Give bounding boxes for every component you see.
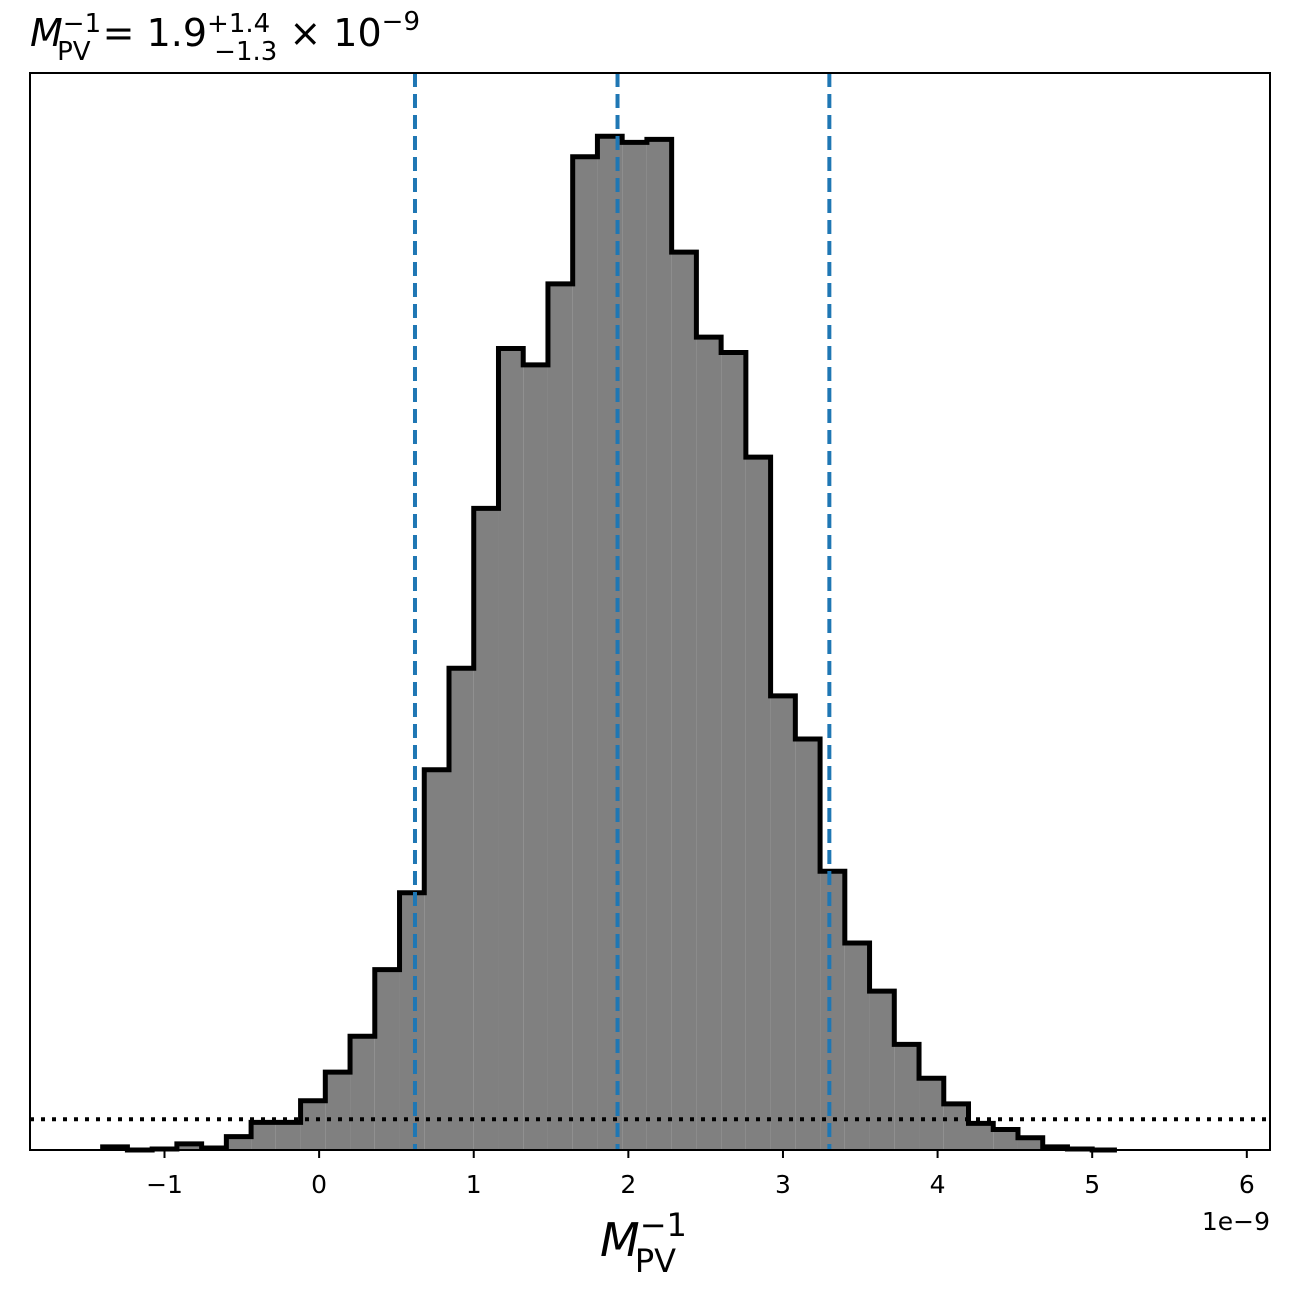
histogram-bar [473, 508, 499, 1151]
histogram-bar [399, 892, 425, 1150]
x-tick-label: 0 [311, 1170, 327, 1199]
histogram-bar [176, 1143, 202, 1150]
histogram-bar [374, 969, 400, 1150]
x-tick-label: −1 [146, 1170, 183, 1199]
histogram-bar [572, 156, 598, 1150]
histogram-bar [919, 1078, 944, 1150]
histogram-bar [943, 1103, 969, 1150]
plot-area [30, 73, 1270, 1153]
histogram-bar [968, 1123, 994, 1150]
histogram-bar [350, 1036, 375, 1150]
histogram-bar [226, 1136, 252, 1150]
histogram-bar [894, 1044, 920, 1150]
x-axis: −1 0 1 2 3 4 5 6 [146, 1150, 1255, 1199]
x-axis-offset-label: 1e−9 [1202, 1207, 1270, 1236]
x-tick-label: 3 [775, 1170, 791, 1199]
histogram-bar [844, 942, 870, 1150]
x-tick-label: 1 [466, 1170, 482, 1199]
histogram-bar [498, 348, 524, 1150]
histogram-bar [795, 738, 821, 1150]
histogram-bar [671, 252, 697, 1151]
histogram-bar [646, 139, 672, 1151]
histogram-bar [251, 1122, 276, 1150]
histogram-bar [275, 1122, 301, 1150]
x-tick-label: 6 [1239, 1170, 1255, 1199]
histogram-bar [696, 337, 722, 1150]
histogram-bar [523, 364, 548, 1151]
x-tick-label: 5 [1084, 1170, 1100, 1199]
histogram-outline [100, 133, 1117, 1153]
x-tick-label: 4 [930, 1170, 946, 1199]
chart-title: M−1 PV = 1.9+1.4 −1.3 × 10−9 [30, 7, 420, 67]
axes-frame [29, 72, 1271, 1151]
histogram-bar [547, 283, 573, 1150]
histogram-bar [424, 769, 450, 1150]
histogram-bar [745, 457, 771, 1151]
histogram-bar [300, 1100, 326, 1150]
histogram-bar [770, 695, 796, 1150]
histogram-bar [449, 668, 474, 1150]
histogram-bar [721, 352, 746, 1150]
x-tick-label: 2 [620, 1170, 636, 1199]
histogram-bar [325, 1072, 351, 1150]
histogram-bar [869, 991, 895, 1150]
histogram-bar [820, 871, 845, 1150]
histogram-bar [622, 142, 647, 1151]
histogram-bar [993, 1129, 1018, 1150]
histogram-bar [1017, 1137, 1043, 1150]
x-axis-label: M−1 PV [600, 1206, 687, 1280]
